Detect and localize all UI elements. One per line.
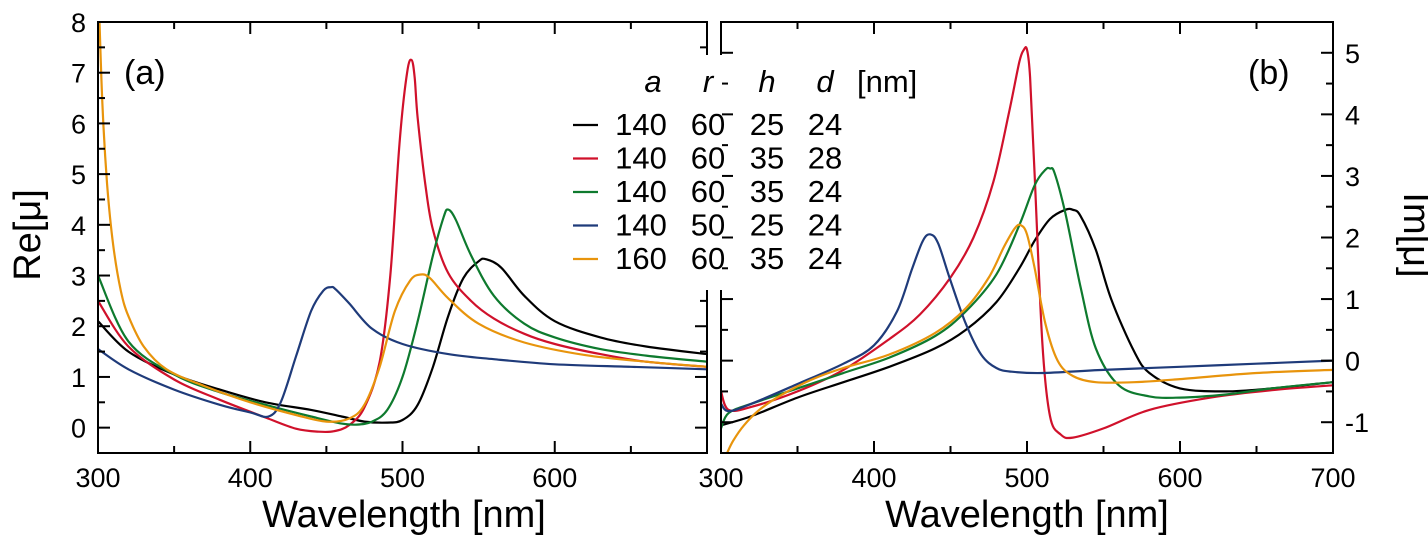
- legend-value-a: 140: [615, 174, 667, 209]
- y-tick-label: 1: [71, 363, 86, 393]
- legend-header-r: r: [703, 64, 715, 99]
- x-tick-label: 700: [1310, 463, 1355, 493]
- panel-b: 300 400 500 600 700 -1 0 1 2 3 4 5 (b) Wavelength […: [698, 21, 1428, 536]
- panel-a-series-line-3: [98, 285, 707, 418]
- y-tick-label: 0: [71, 414, 86, 444]
- panel-a-series-line-0: [98, 257, 707, 424]
- panel-b-curves: [721, 46, 1333, 453]
- x-tick-label: 400: [851, 463, 896, 493]
- x-tick-label: 300: [698, 463, 743, 493]
- panel-b-ylabel: Im[μ]: [1395, 192, 1428, 277]
- y-tick-label: 3: [71, 262, 86, 292]
- legend-value-a: 140: [615, 208, 667, 243]
- panel-a-ylabel: Re[μ]: [7, 189, 49, 281]
- panel-b-ticks: 300 400 500 600 700 -1 0 1 2 3 4 5: [698, 21, 1369, 493]
- y-tick-label: 6: [71, 109, 86, 139]
- legend-value-d: 24: [808, 174, 842, 209]
- legend-value-d: 24: [808, 208, 842, 243]
- legend-value-d: 28: [808, 141, 842, 176]
- y-tick-label: 5: [1345, 39, 1360, 69]
- legend-value-h: 35: [750, 174, 784, 209]
- legend-value-d: 24: [808, 107, 842, 142]
- x-tick-label: 400: [228, 463, 273, 493]
- legend-value-r: 60: [691, 141, 725, 176]
- legend-value-r: 60: [691, 174, 725, 209]
- x-tick-label: 500: [380, 463, 425, 493]
- panel-a-ticks: 300 400 500 600 0 1 2 3 4 5 6 7 8: [71, 8, 708, 493]
- legend-unit: [nm]: [857, 64, 917, 99]
- panel-b-xlabel: Wavelength [nm]: [885, 494, 1169, 536]
- y-tick-label: 4: [71, 211, 86, 241]
- legend-value-r: 60: [691, 107, 725, 142]
- panel-b-series-line-3: [721, 233, 1333, 413]
- legend-value-a: 140: [615, 141, 667, 176]
- y-tick-label: 8: [71, 8, 86, 38]
- y-tick-label: 7: [71, 59, 86, 89]
- panel-a-curves: [98, 22, 707, 434]
- y-tick-label: 3: [1345, 162, 1360, 192]
- legend-value-h: 35: [750, 241, 784, 276]
- legend-header-a: a: [644, 64, 661, 99]
- panel-a: 300 400 500 600 0 1 2 3 4 5 6 7 8 (a) Wavelength [nm…: [7, 8, 708, 536]
- legend: a r h d [nm] 140 60 25 24 140 60 35 28 140 60 35 24…: [562, 55, 917, 290]
- legend-value-h: 25: [750, 208, 784, 243]
- legend-value-a: 160: [615, 241, 667, 276]
- x-tick-label: 600: [532, 463, 577, 493]
- panel-b-tag: (b): [1248, 54, 1290, 92]
- y-tick-label: 0: [1345, 347, 1360, 377]
- x-tick-label: 300: [75, 463, 120, 493]
- legend-value-r: 60: [691, 241, 725, 276]
- legend-value-h: 25: [750, 107, 784, 142]
- legend-header-h: h: [758, 64, 775, 99]
- legend-value-a: 140: [615, 107, 667, 142]
- panel-b-series-line-2: [721, 166, 1333, 429]
- panel-a-xlabel: Wavelength [nm]: [262, 494, 546, 536]
- y-tick-label: 2: [1345, 224, 1360, 254]
- legend-rows: 140 60 25 24 140 60 35 28 140 60 35 24 140 50 25 24 160 6…: [573, 107, 842, 276]
- panel-b-series-line-0: [721, 207, 1333, 427]
- legend-value-h: 35: [750, 141, 784, 176]
- x-tick-label: 500: [1004, 463, 1049, 493]
- y-tick-label: 2: [71, 312, 86, 342]
- y-tick-label: -1: [1345, 408, 1369, 438]
- y-tick-label: 5: [71, 160, 86, 190]
- panel-a-tag: (a): [124, 54, 166, 92]
- y-tick-label: 1: [1345, 285, 1360, 315]
- y-tick-label: 4: [1345, 100, 1360, 130]
- panel-a-series-line-1: [98, 58, 707, 434]
- x-tick-label: 600: [1157, 463, 1202, 493]
- legend-value-r: 50: [691, 208, 725, 243]
- legend-value-d: 24: [808, 241, 842, 276]
- panel-a-series-line-4: [98, 22, 707, 423]
- panel-a-series-line-2: [98, 208, 707, 426]
- legend-background: [562, 55, 722, 290]
- panel-b-series-line-4: [726, 223, 1333, 453]
- legend-header-d: d: [816, 64, 835, 99]
